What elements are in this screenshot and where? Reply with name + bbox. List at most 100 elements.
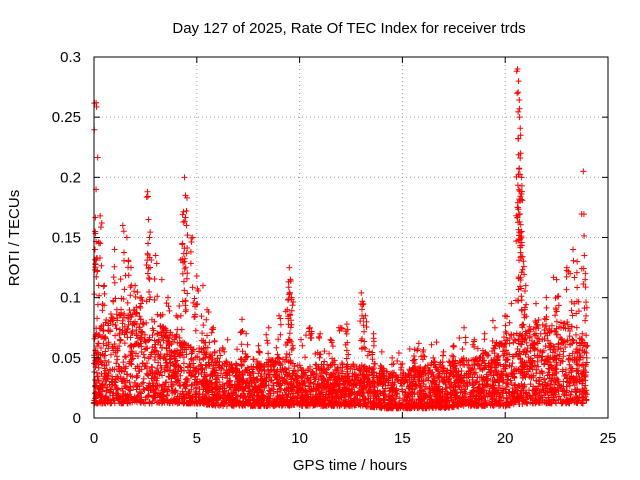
data-point [518,341,525,348]
data-point [310,370,317,377]
data-point [176,302,183,309]
data-point [212,398,219,405]
data-point [291,375,298,382]
data-point [516,401,523,408]
data-point [225,399,232,406]
data-point [263,331,270,338]
data-point [364,352,371,359]
data-point [134,289,141,296]
data-point [347,365,354,372]
data-point [559,339,566,346]
data-point [543,323,550,330]
data-point [568,365,575,372]
chart-title: Day 127 of 2025, Rate Of TEC Index for r… [172,20,525,37]
data-point [436,361,443,368]
data-point [179,388,186,395]
data-point [550,274,557,281]
data-point [374,387,381,394]
data-point [373,392,380,399]
data-point [144,393,151,400]
data-point [394,358,401,365]
data-point [555,344,562,351]
data-point [140,375,147,382]
data-point [174,400,181,407]
y-tick-label: 0 [73,410,81,427]
data-point [105,339,112,346]
data-point [105,399,112,406]
data-point [562,344,569,351]
y-tick-label: 0.05 [52,350,81,367]
data-point [146,392,153,399]
data-point [480,384,487,391]
data-point [122,383,129,390]
data-point [556,351,563,358]
data-point [127,342,134,349]
data-point [489,317,496,324]
data-point [495,353,502,360]
data-point [548,378,555,385]
data-point [107,310,114,317]
data-point [111,279,118,286]
data-point [529,366,536,373]
data-point [459,389,466,396]
data-point [95,364,102,371]
data-point [137,389,144,396]
data-point [176,393,183,400]
data-point [304,367,311,374]
data-point [296,362,303,369]
data-point [558,319,565,326]
data-point [410,374,417,381]
data-point [265,371,272,378]
data-point [299,342,306,349]
data-point [192,394,199,401]
data-point [299,373,306,380]
data-point [479,366,486,373]
data-point [566,333,573,340]
data-point [536,374,543,381]
data-points [91,66,591,412]
data-point [475,392,482,399]
data-point [325,381,332,388]
data-point [152,353,159,360]
data-point [323,370,330,377]
data-point [567,391,574,398]
data-point [103,376,110,383]
data-point [573,360,580,367]
data-point [366,348,373,355]
data-point [513,350,520,357]
data-point [553,318,560,325]
data-point [232,373,239,380]
data-point [167,329,174,336]
data-point [154,331,161,338]
data-point [139,360,146,367]
data-point [180,381,187,388]
data-point [556,381,563,388]
data-point [529,400,536,407]
data-point [119,378,126,385]
data-point [194,353,201,360]
data-point [270,359,277,366]
data-point [399,388,406,395]
data-point [573,324,580,331]
data-point [451,379,458,386]
data-point [250,374,257,381]
data-point [120,375,127,382]
data-point [181,391,188,398]
data-point [519,397,526,404]
data-point [321,348,328,355]
data-point [525,354,532,361]
data-point [214,355,221,362]
data-point [133,383,140,390]
data-point [171,399,178,406]
data-point [145,337,152,344]
data-point [267,376,274,383]
data-point [563,338,570,345]
data-point [522,389,529,396]
data-point [192,354,199,361]
data-point [117,336,124,343]
data-point [490,402,497,409]
data-point [140,385,147,392]
data-point [474,374,481,381]
data-point [331,376,338,383]
